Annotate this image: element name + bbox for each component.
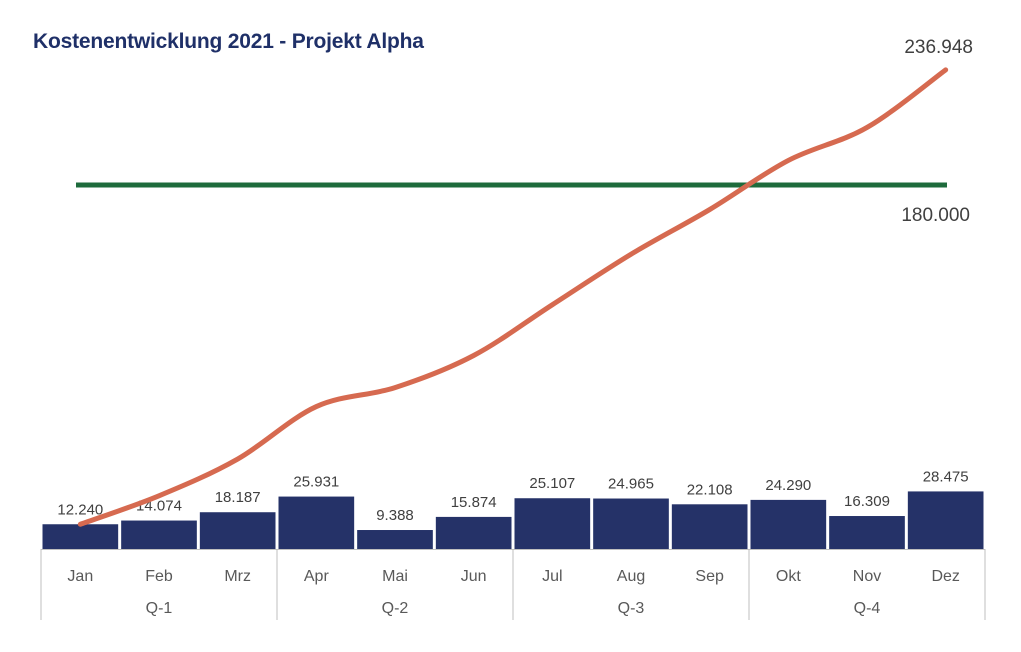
bar-feb	[121, 520, 197, 549]
month-label: Dez	[931, 568, 959, 585]
bar-value-label: 25.931	[293, 474, 339, 491]
bar-value-label: 24.965	[608, 476, 654, 493]
bar-sep	[671, 504, 748, 549]
month-label: Nov	[853, 568, 881, 585]
month-label: Feb	[145, 568, 173, 585]
bar-value-label: 9.388	[376, 507, 414, 524]
month-label: Jul	[542, 568, 562, 585]
bar-mai	[357, 530, 433, 549]
month-label: Mai	[382, 568, 408, 585]
month-label: Okt	[776, 568, 801, 585]
bar-value-label: 28.475	[923, 468, 969, 485]
quarter-label: Q-1	[146, 600, 173, 617]
cumulative-end-label: 236.948	[904, 37, 973, 58]
bar-dez	[907, 491, 984, 549]
bar-apr	[278, 496, 355, 549]
bar-value-label: 25.107	[529, 475, 575, 492]
bar-jan	[42, 524, 119, 549]
bar-value-label: 15.874	[451, 494, 497, 511]
quarter-label: Q-2	[382, 600, 409, 617]
bar-value-label: 12.240	[57, 501, 103, 518]
budget-label: 180.000	[901, 205, 970, 226]
quarter-label: Q-4	[854, 600, 881, 617]
bar-jun	[435, 516, 512, 549]
bar-value-label: 16.309	[844, 493, 890, 510]
month-label: Jun	[461, 568, 487, 585]
quarter-label: Q-3	[618, 600, 645, 617]
chart-title: Kostenentwicklung 2021 - Projekt Alpha	[33, 30, 424, 53]
bar-jul	[514, 498, 591, 549]
month-label: Sep	[695, 568, 724, 585]
month-label: Aug	[617, 568, 645, 585]
bar-nov	[829, 516, 905, 549]
bar-okt	[750, 499, 827, 549]
bar-value-label: 18.187	[215, 489, 261, 506]
month-label: Apr	[304, 568, 330, 585]
bar-value-label: 22.108	[687, 481, 733, 498]
bar-aug	[593, 498, 669, 549]
month-label: Jan	[67, 568, 93, 585]
month-label: Mrz	[224, 568, 251, 585]
cumulative-cost-line	[77, 67, 949, 527]
bar-value-label: 24.290	[765, 477, 811, 494]
bar-mrz	[199, 512, 276, 549]
